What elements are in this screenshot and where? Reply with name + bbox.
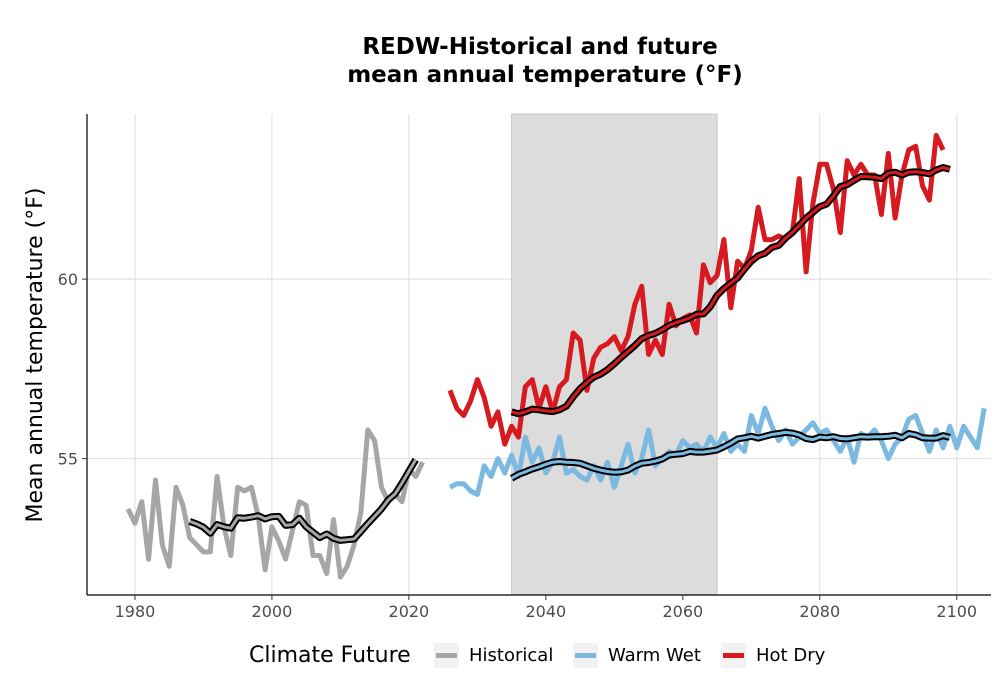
axes: 1980 2000 2020 2040 2060 2080 2100 55 60 bbox=[58, 114, 991, 621]
rolling-mean-line-hot-dry bbox=[511, 166, 951, 416]
rolling-mean-outline-historical bbox=[188, 457, 419, 544]
y-axis-title: Mean annual temperature (°F) bbox=[23, 188, 48, 523]
legend: Climate Future Historical Warm Wet Hot Dry bbox=[249, 643, 826, 668]
y-tick-label: 55 bbox=[58, 450, 78, 469]
series-line-hot-dry bbox=[447, 133, 946, 447]
legend-label-historical: Historical bbox=[469, 645, 553, 666]
legend-label-warm-wet: Warm Wet bbox=[608, 645, 701, 666]
rolling-mean-line-historical bbox=[189, 458, 417, 542]
legend-title: Climate Future bbox=[249, 643, 411, 668]
baseline-period-shading bbox=[511, 113, 718, 596]
x-tick-label: 2060 bbox=[662, 602, 703, 621]
x-tick-label: 2000 bbox=[252, 602, 293, 621]
rolling-mean-line-warm-wet bbox=[510, 430, 951, 480]
legend-label-hot-dry: Hot Dry bbox=[756, 645, 826, 666]
x-tick-label: 2020 bbox=[389, 602, 430, 621]
y-tick-label: 60 bbox=[58, 270, 78, 289]
x-tick-label: 2100 bbox=[936, 602, 977, 621]
series-lines bbox=[125, 133, 987, 580]
x-tick-label: 1980 bbox=[115, 602, 156, 621]
x-tick-label: 2080 bbox=[799, 602, 840, 621]
x-tick-label: 2040 bbox=[525, 602, 566, 621]
chart-title-line-2: mean annual temperature (°F) bbox=[347, 62, 743, 88]
series-line-historical bbox=[125, 427, 425, 580]
chart-title-line-1: REDW-Historical and future bbox=[362, 34, 717, 60]
